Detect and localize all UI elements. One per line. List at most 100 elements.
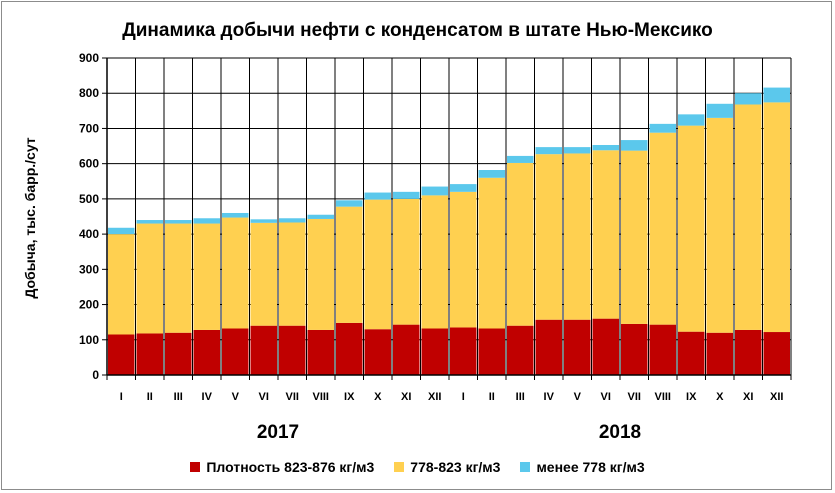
y-tick-label: 0 xyxy=(92,368,99,382)
x-tick-label: V xyxy=(232,391,240,403)
bar-segment xyxy=(421,195,448,329)
y-tick-label: 200 xyxy=(79,298,99,312)
y-tick-label: 500 xyxy=(79,192,99,206)
x-tick-label: IV xyxy=(544,391,555,403)
legend: Плотность 823-876 кг/м3 778-823 кг/м3 мене… xyxy=(0,459,835,475)
bar-segment xyxy=(507,325,534,375)
legend-swatch xyxy=(190,462,201,472)
x-tick-label: II xyxy=(489,391,495,403)
bar-segment xyxy=(763,332,790,375)
x-tick-label: VI xyxy=(259,391,269,403)
bar-segment xyxy=(222,217,249,329)
bar-segment xyxy=(393,191,420,199)
bar-segment xyxy=(478,177,505,329)
bar-segment xyxy=(592,144,619,151)
bar-segment xyxy=(393,324,420,375)
year-label: 2017 xyxy=(257,422,299,443)
bar-segment xyxy=(421,328,448,375)
bar-segment xyxy=(564,147,591,154)
bar-segment xyxy=(478,170,505,178)
chart-title: Динамика добычи нефти с конденсатом в шт… xyxy=(122,20,713,41)
bar-segment xyxy=(621,140,648,151)
bar-segment xyxy=(136,223,163,334)
y-tick-label: 600 xyxy=(79,157,99,171)
bar-segment xyxy=(136,333,163,375)
bar-segment xyxy=(678,114,705,126)
x-tick-label: X xyxy=(716,391,724,403)
bar-segment xyxy=(535,319,562,375)
y-tick-label: 800 xyxy=(79,86,99,100)
y-tick-label: 400 xyxy=(79,227,99,241)
bar-segment xyxy=(450,191,477,328)
bar-segment xyxy=(706,117,733,333)
y-tick-label: 700 xyxy=(79,121,99,135)
x-tick-label: II xyxy=(147,391,153,403)
bar-segment xyxy=(450,184,477,192)
bar-segment xyxy=(592,318,619,375)
x-tick-label: V xyxy=(574,391,582,403)
y-tick-label: 900 xyxy=(79,51,99,65)
bar-segment xyxy=(564,319,591,375)
bar-segment xyxy=(336,200,363,207)
x-tick-label: III xyxy=(174,391,183,403)
x-tick-label: VII xyxy=(286,391,299,403)
bar-segment xyxy=(478,328,505,375)
bar-segment xyxy=(450,327,477,375)
x-tick-label: IV xyxy=(202,391,213,403)
bar-segment xyxy=(649,132,676,325)
legend-item: 778-823 кг/м3 xyxy=(394,459,500,475)
bar-segment xyxy=(336,322,363,375)
bar-segment xyxy=(108,234,135,335)
bar-segment xyxy=(364,192,391,200)
x-tick-label: VIII xyxy=(312,391,329,403)
y-tick-label: 300 xyxy=(79,262,99,276)
bar-segment xyxy=(165,332,192,375)
legend-swatch xyxy=(394,462,405,472)
bar-segment xyxy=(735,104,762,330)
y-tick-label: 100 xyxy=(79,333,99,347)
legend-item: менее 778 кг/м3 xyxy=(520,459,645,475)
legend-label: Плотность 823-876 кг/м3 xyxy=(206,459,375,475)
x-tick-label: I xyxy=(462,391,465,403)
bar-segment xyxy=(564,153,591,320)
bar-segment xyxy=(336,206,363,323)
bar-segment xyxy=(193,223,220,330)
bar-segment xyxy=(621,150,648,324)
bar-segment xyxy=(763,102,790,333)
bar-segment xyxy=(364,329,391,375)
x-tick-label: XII xyxy=(428,391,441,403)
bar-segment xyxy=(108,334,135,375)
bar-segment xyxy=(193,329,220,375)
bar-segment xyxy=(678,331,705,375)
x-tick-label: IX xyxy=(686,391,697,403)
bar-segment xyxy=(507,155,534,163)
bar-segment xyxy=(592,150,619,319)
bar-segment xyxy=(279,218,306,223)
x-tick-label: IX xyxy=(344,391,355,403)
bar-segment xyxy=(307,218,334,330)
x-tick-label: XII xyxy=(770,391,783,403)
bar-segment xyxy=(649,324,676,375)
legend-swatch xyxy=(520,462,531,472)
bar-segment xyxy=(279,325,306,375)
bar-segment xyxy=(649,123,676,133)
bar-segment xyxy=(307,329,334,375)
bar-segment xyxy=(136,220,163,224)
x-tick-label: VII xyxy=(628,391,641,403)
bar-segment xyxy=(678,125,705,332)
bar-segment xyxy=(364,199,391,330)
bar-segment xyxy=(535,154,562,320)
bar-segment xyxy=(222,328,249,375)
bar-segment xyxy=(165,220,192,224)
bar-segment xyxy=(706,332,733,375)
x-tick-label: VIII xyxy=(654,391,671,403)
bar-segment xyxy=(421,186,448,196)
bar-segment xyxy=(193,218,220,224)
bar-segment xyxy=(735,329,762,375)
bar-segment xyxy=(706,103,733,118)
bar-segment xyxy=(393,198,420,325)
x-tick-label: I xyxy=(120,391,123,403)
year-label: 2018 xyxy=(599,422,641,443)
